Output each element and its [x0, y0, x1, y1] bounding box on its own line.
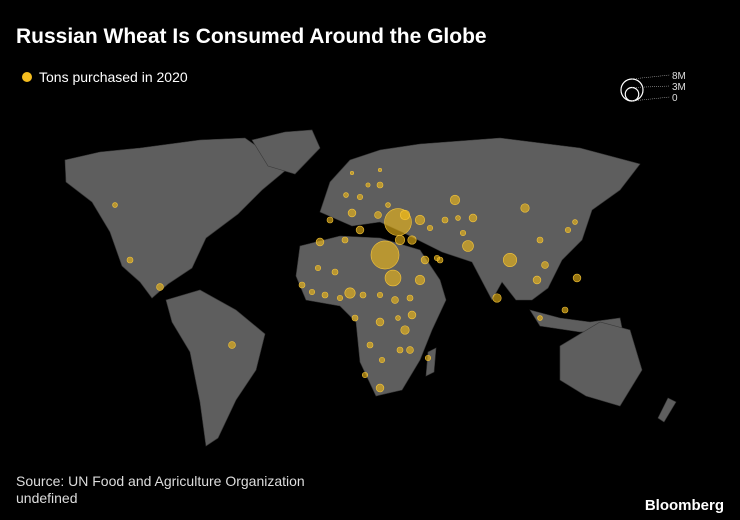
bubble: [376, 291, 384, 299]
bubble: [359, 291, 367, 299]
size-legend-leader: [631, 74, 671, 80]
bubble: [365, 182, 371, 188]
bubble: [564, 226, 572, 234]
bubble: [331, 268, 339, 276]
bubble: [424, 354, 432, 362]
bubble: [366, 341, 374, 349]
bubble: [385, 202, 391, 208]
bubble: [341, 236, 349, 244]
bubble: [298, 281, 306, 289]
bubble: [455, 215, 461, 221]
bubble: [561, 306, 569, 314]
bubble: [426, 224, 434, 232]
eurasia: [319, 137, 641, 301]
bubble: [536, 236, 544, 244]
size-legend-label: 8M: [672, 71, 686, 82]
bubble: [449, 194, 461, 206]
bubble: [356, 193, 364, 201]
new-zealand: [657, 397, 677, 423]
bubble: [344, 287, 356, 299]
bubble: [399, 209, 411, 221]
bubble: [420, 255, 430, 265]
bubble: [572, 219, 578, 225]
bubble: [462, 240, 474, 252]
bubble: [351, 314, 359, 322]
bubble: [532, 275, 542, 285]
bubble: [370, 240, 400, 270]
bubble: [572, 273, 582, 283]
australia: [559, 321, 643, 407]
bubble: [468, 213, 478, 223]
bubble: [112, 202, 118, 208]
bubble: [406, 294, 414, 302]
legend-swatch: [22, 72, 32, 82]
size-legend-label: 3M: [672, 82, 686, 93]
bubble: [414, 214, 426, 226]
bubble: [375, 383, 385, 393]
bubble: [343, 192, 349, 198]
bubble: [537, 315, 543, 321]
bubble: [396, 346, 404, 354]
bubble: [407, 235, 417, 245]
bubbles: [112, 167, 582, 393]
bubble: [308, 288, 316, 296]
bubble: [375, 317, 385, 327]
bubble: [376, 181, 384, 189]
bubble: [347, 208, 357, 218]
bubble: [433, 254, 441, 262]
size-legend-leader: [631, 85, 671, 88]
bubble: [541, 261, 549, 269]
bubble: [374, 211, 382, 219]
bubble: [492, 293, 502, 303]
bubble: [378, 356, 386, 364]
bubble: [395, 315, 401, 321]
bubble: [156, 283, 164, 291]
bubble: [394, 234, 406, 246]
bubble: [384, 269, 402, 287]
bubble: [349, 170, 355, 176]
bubble: [459, 229, 467, 237]
bubble: [441, 216, 449, 224]
bubble: [391, 296, 399, 304]
size-legend-label: 0: [672, 93, 678, 104]
bubble: [315, 237, 325, 247]
bubble: [355, 225, 365, 235]
bubble: [406, 346, 414, 354]
south-america: [165, 289, 266, 447]
bubble: [502, 252, 518, 268]
note: undefined: [16, 490, 78, 506]
bubble: [326, 216, 334, 224]
bubble: [377, 167, 383, 173]
greenland: [251, 129, 321, 175]
bubble: [407, 310, 417, 320]
bubble: [321, 291, 329, 299]
bubble: [361, 371, 369, 379]
source: Source: UN Food and Agriculture Organiza…: [16, 473, 305, 489]
bubble: [228, 341, 236, 349]
size-legend-leader: [631, 96, 671, 102]
bubble: [336, 294, 344, 302]
legend-label: Tons purchased in 2020: [39, 69, 188, 85]
north-america: [64, 137, 301, 299]
map: [64, 129, 677, 447]
brand: Bloomberg: [645, 497, 724, 514]
chart-title: Russian Wheat Is Consumed Around the Glo…: [16, 25, 487, 48]
bubble: [314, 264, 322, 272]
bubble: [414, 274, 426, 286]
bubble: [400, 325, 410, 335]
bubble: [126, 256, 134, 264]
bubble: [520, 203, 530, 213]
